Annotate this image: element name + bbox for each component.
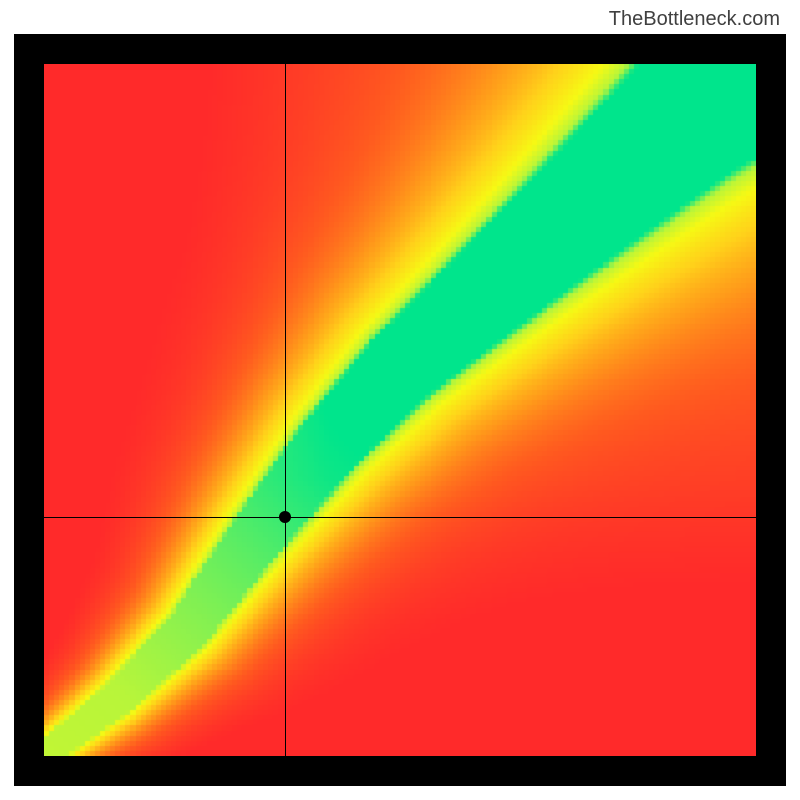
chart-container: TheBottleneck.com	[0, 0, 800, 800]
heatmap-canvas	[44, 64, 756, 756]
data-point-marker	[279, 511, 291, 523]
crosshair-horizontal	[44, 517, 756, 518]
heatmap-plot	[44, 64, 756, 756]
watermark-text: TheBottleneck.com	[609, 8, 780, 31]
crosshair-vertical	[285, 64, 286, 756]
